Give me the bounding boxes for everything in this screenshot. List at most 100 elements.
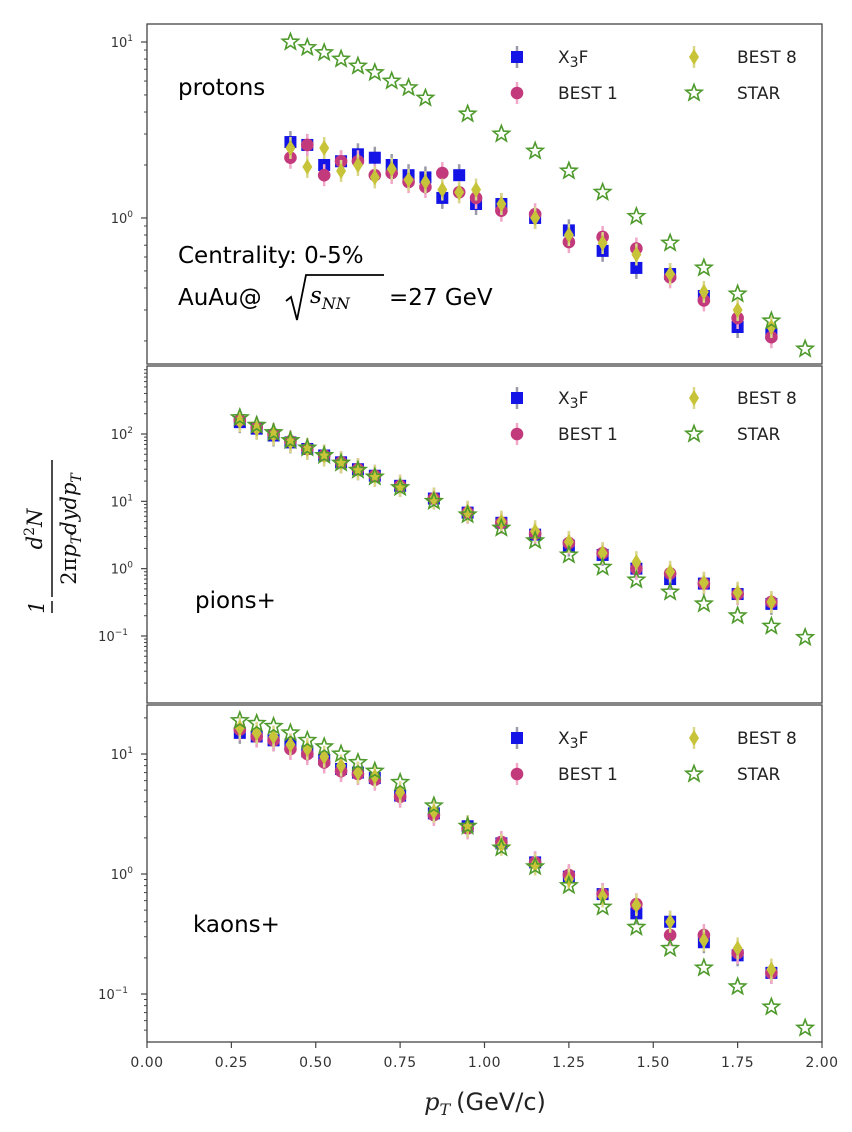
best8-point: [403, 171, 414, 188]
best8-point: [732, 301, 743, 318]
y-label-den-sub2: T: [69, 472, 85, 483]
legend-best1-marker: [510, 767, 524, 781]
y-tick-exponent: −1: [115, 628, 128, 638]
x-axis-var: p: [424, 1088, 439, 1116]
best8-point: [395, 477, 406, 494]
y-tick-label: 102: [111, 426, 133, 443]
star-point: [398, 76, 419, 97]
y-tick-label: 100: [111, 866, 134, 883]
legend-best8-marker: [689, 730, 699, 746]
best8-point: [285, 139, 296, 156]
star-point: [347, 751, 369, 772]
collision-label: AuAu@: [178, 285, 262, 311]
star-point: [626, 569, 647, 589]
best1-point: [301, 138, 314, 152]
legend-star-marker: [683, 82, 705, 102]
star-point: [457, 815, 478, 835]
x-tick-label: 1.50: [637, 1055, 670, 1071]
x-axis: 0.00 0.25 0.50 0.75 1.00 1.25 1.50 1.75 2.00 pT (G…: [130, 1042, 838, 1119]
star-point: [297, 729, 318, 750]
x3f-point: [453, 169, 466, 182]
star-point: [229, 406, 251, 427]
star-point: [297, 437, 318, 457]
star-point: [423, 795, 445, 815]
y-tick-exponent: 1: [127, 746, 133, 756]
series-star: [229, 709, 816, 1037]
best8-point: [462, 503, 473, 520]
star-point: [558, 160, 580, 180]
star-point: [280, 31, 301, 51]
best8-point: [698, 932, 709, 949]
best1-point: [317, 168, 331, 182]
x-tick-label: 0.25: [215, 1055, 248, 1071]
best1-point: [663, 928, 677, 942]
star-point: [794, 626, 816, 647]
best8-point: [766, 961, 777, 978]
star-point: [626, 916, 647, 936]
star-point: [794, 1017, 816, 1037]
y-label-num-exp: 2: [22, 527, 38, 536]
legend-x3f-subscript: 3: [570, 55, 579, 71]
star-point: [280, 429, 301, 450]
legend-best8-label: BEST 8: [737, 389, 797, 409]
star-point: [423, 490, 445, 511]
legend-x3f-end: F: [579, 389, 589, 409]
legend-x3f-marker: [511, 732, 523, 744]
best8-point: [631, 554, 642, 571]
legend-star-marker: [683, 423, 705, 443]
best8-point: [428, 803, 439, 820]
legend-best1-label: BEST 1: [558, 84, 618, 104]
legend-best1-label: BEST 1: [558, 425, 618, 445]
star-point: [389, 476, 411, 497]
star-point: [592, 556, 613, 576]
best8-point: [471, 181, 482, 198]
best8-point: [285, 736, 296, 753]
star-point: [246, 414, 267, 434]
best8-point: [302, 158, 313, 175]
y-label-den-2pi: 2π: [57, 557, 81, 584]
star-point: [524, 140, 546, 160]
panel-annotation: protons: [178, 75, 265, 101]
best8-point: [369, 169, 380, 186]
x3f-point: [630, 261, 643, 274]
y-label-den-sub1: T: [69, 533, 85, 544]
star-point: [659, 937, 681, 958]
y-tick-exponent: −1: [115, 986, 128, 996]
best8-point: [563, 533, 574, 550]
star-point: [313, 41, 335, 62]
best8-point: [496, 196, 507, 213]
legend-star-label: STAR: [737, 84, 780, 104]
sqrt-sign: [285, 274, 384, 321]
best1-point: [436, 166, 449, 180]
legend-x3f-label: X3F: [558, 389, 588, 412]
best8-point: [234, 719, 245, 736]
axes-frame: [146, 23, 823, 365]
x-tick-label: 1.25: [552, 1055, 585, 1071]
centrality-label: Centrality: 0-5%: [178, 243, 364, 269]
legend-x3f-end: F: [579, 48, 589, 68]
best8-point: [698, 574, 709, 591]
x3f-point: [368, 151, 381, 164]
y-tick-label: 100: [111, 210, 134, 227]
x-axis-unit: (GeV/c): [456, 1088, 546, 1116]
star-point: [313, 444, 335, 465]
best8-point: [597, 545, 608, 562]
sqrt-subscript: NN: [321, 294, 351, 313]
star-point: [558, 874, 580, 895]
axes-frame: [146, 365, 823, 704]
legend-best1-marker: [510, 427, 524, 441]
star-point: [524, 529, 546, 550]
legend: X3F BEST 1 BEST 8 STAR: [510, 727, 797, 785]
star-point: [626, 205, 647, 226]
legend: X3F BEST 1 BEST 8 STAR: [510, 387, 797, 445]
legend-best8-label: BEST 8: [737, 48, 797, 68]
y-tick-exponent: 1: [127, 493, 133, 503]
star-point: [229, 709, 251, 730]
legend: X3F BEST 1 BEST 8 STAR: [510, 46, 797, 104]
y-tick-label: 10−1: [98, 986, 128, 1003]
energy-label: =27 GeV: [389, 285, 493, 311]
y-tick-label: 101: [111, 746, 133, 763]
y-tick-label: 10−1: [98, 628, 128, 645]
